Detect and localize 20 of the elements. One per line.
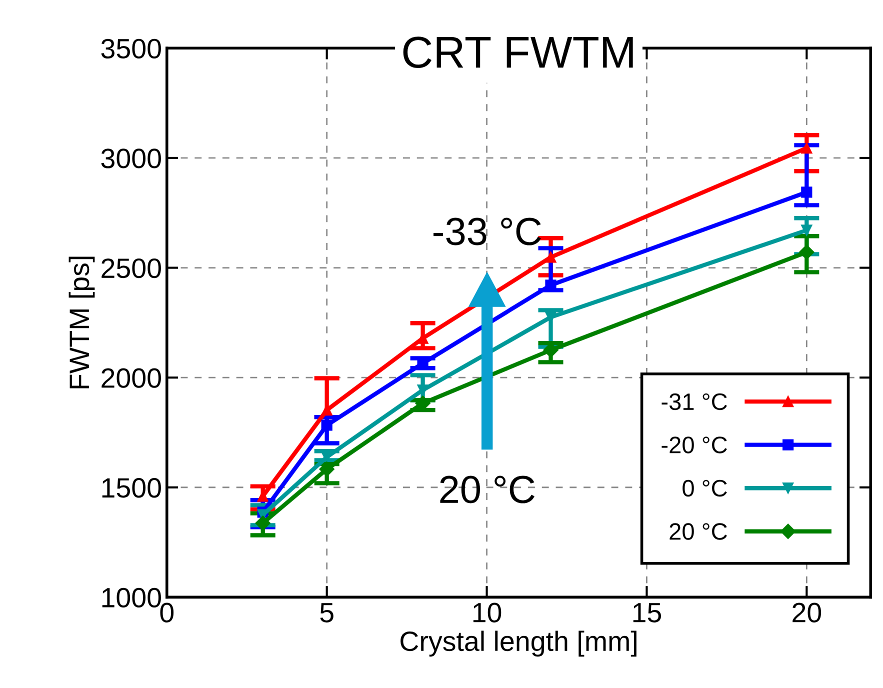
- y-tick-label: 2000: [102, 368, 161, 388]
- legend-label: 20 °C: [670, 523, 727, 540]
- x-axis-title: Crystal length [mm]: [400, 630, 636, 657]
- y-tick-label: 3000: [101, 148, 161, 168]
- legend-label: 0 °C: [682, 480, 727, 497]
- x-tick-label: 10: [473, 602, 502, 622]
- x-tick-label: 0: [160, 602, 174, 622]
- y-tick-label: 1500: [102, 478, 161, 498]
- annotation: 20 °C: [440, 476, 534, 504]
- chart-title: CRT FWTM: [403, 36, 633, 68]
- x-tick-label: 20: [792, 602, 822, 622]
- annotation: -33 °C: [434, 218, 541, 246]
- y-tick-label: 3500: [101, 38, 161, 58]
- x-tick-label: 5: [320, 603, 334, 622]
- x-tick-label: 15: [633, 603, 662, 622]
- y-axis-title: FWTM [ps]: [68, 256, 95, 388]
- legend-label: -20 °C: [662, 436, 727, 454]
- y-tick-label: 2500: [102, 258, 161, 278]
- y-tick-label: 1000: [102, 588, 161, 608]
- legend-label: -31 °C: [662, 393, 727, 410]
